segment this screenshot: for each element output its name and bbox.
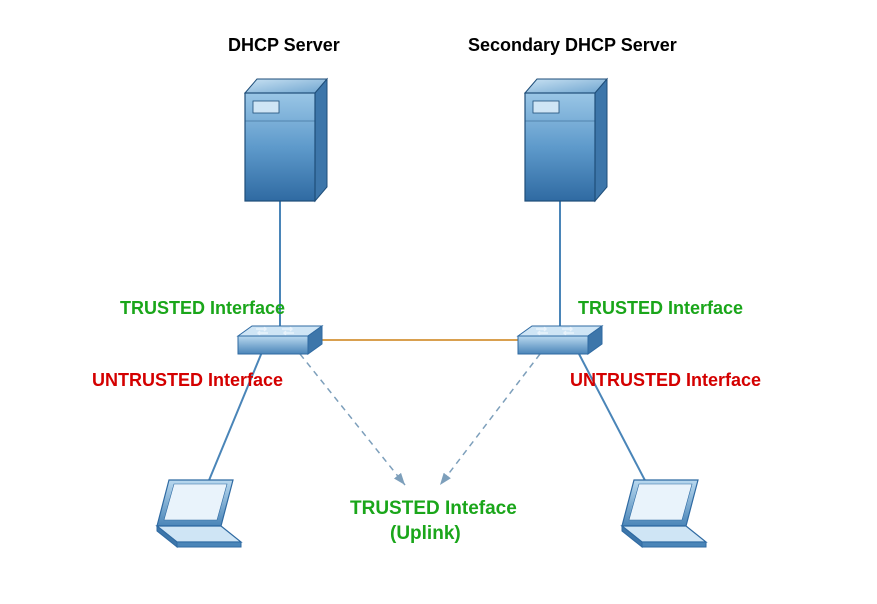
untrusted-right-label: UNTRUSTED Interface: [570, 370, 761, 391]
untrusted-left-label: UNTRUSTED Interface: [92, 370, 283, 391]
server2-title: Secondary DHCP Server: [468, 35, 677, 56]
laptop1-icon: [157, 480, 241, 547]
uplink-label-line1: TRUSTED Inteface: [350, 498, 517, 520]
laptop2-icon: [622, 480, 706, 547]
trusted-left-label: TRUSTED Interface: [120, 298, 285, 319]
switch2-icon: [518, 326, 602, 354]
switch1-icon: [238, 326, 322, 354]
server2-icon: [525, 79, 607, 201]
link-uplink-left: [300, 354, 405, 485]
trusted-right-label: TRUSTED Interface: [578, 298, 743, 319]
link-uplink-right: [440, 354, 540, 485]
uplink-label-line2: (Uplink): [390, 523, 461, 545]
server1-icon: [245, 79, 327, 201]
server1-title: DHCP Server: [228, 35, 340, 56]
